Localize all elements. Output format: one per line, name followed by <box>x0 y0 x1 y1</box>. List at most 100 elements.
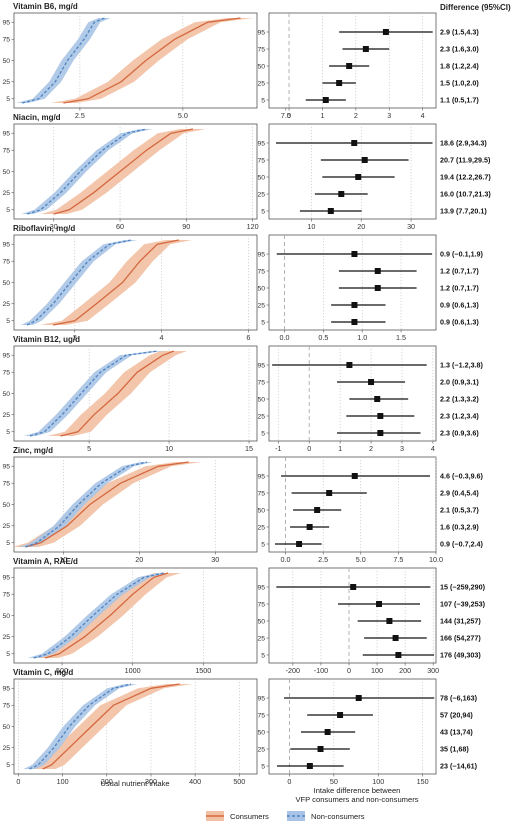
estimate-marker <box>327 208 334 214</box>
right-y-tick-label: 5 <box>261 541 265 548</box>
left-y-tick-label: 5 <box>6 318 10 325</box>
right-x-tick-label: -200 <box>286 666 300 675</box>
difference-label: 1.2 (0.7,1.7) <box>440 284 479 293</box>
left-x-tick-label: 4 <box>160 333 164 342</box>
left-y-tick-label: 50 <box>2 58 10 65</box>
left-x-tick-label: 7.5 <box>281 111 291 120</box>
difference-label: 0.9 (0.6,1.3) <box>440 301 479 310</box>
left-x-tick-label: 10 <box>165 444 173 453</box>
estimate-marker <box>355 174 362 180</box>
difference-label: 2.2 (1.3,3.2) <box>440 395 479 404</box>
left-y-tick-label: 75 <box>2 703 10 710</box>
left-y-tick-label: 95 <box>2 242 10 249</box>
panel-title: Zinc, mg/d <box>13 446 53 455</box>
right-y-tick-label: 25 <box>257 413 265 420</box>
left-y-tick-label: 50 <box>2 391 10 398</box>
consumers-band <box>40 129 206 214</box>
right-x-axis-title-line1: Intake difference between <box>314 786 401 795</box>
estimate-marker <box>382 29 389 35</box>
right-x-tick-label: 0 <box>307 444 311 453</box>
left-x-tick-label: 2 <box>73 333 77 342</box>
left-y-tick-label: 95 <box>2 575 10 582</box>
left-y-tick-label: 50 <box>2 280 10 287</box>
right-y-tick-label: 50 <box>257 507 265 514</box>
right-y-tick-label: 75 <box>257 46 265 53</box>
consumers-line <box>25 461 189 548</box>
left-x-tick-label: 500 <box>233 777 245 786</box>
difference-label: 0.9 (−0.1,1.9) <box>440 250 484 259</box>
difference-label: 2.3 (0.9,3.6) <box>440 429 479 438</box>
consumers-line <box>60 350 175 437</box>
estimate-marker <box>322 97 329 103</box>
right-y-tick-label: 50 <box>257 63 265 70</box>
estimate-marker <box>337 712 344 718</box>
left-x-tick-label: 100 <box>57 777 69 786</box>
estimate-marker <box>395 652 402 658</box>
difference-label: 107 (−39,253) <box>440 600 486 609</box>
right-x-tick-label: 300 <box>427 666 439 675</box>
difference-label: 78 (−6,163) <box>440 694 478 703</box>
difference-label: 2.3 (1.6,3.0) <box>440 45 479 54</box>
left-y-tick-label: 75 <box>2 592 10 599</box>
consumers-line <box>44 572 169 659</box>
estimate-marker <box>346 63 353 69</box>
panel-0: Vitamin B6, mg/d 2.5 5.0 7.5 5 25 50 75 95 0 1 2 3 4 5… <box>2 2 479 120</box>
left-x-tick-label: 60 <box>116 222 124 231</box>
left-x-tick-label: 30 <box>50 222 58 231</box>
estimate-marker <box>351 251 358 257</box>
consumers-line <box>42 683 180 770</box>
left-y-tick-label: 95 <box>2 131 10 138</box>
estimate-marker <box>361 157 368 163</box>
right-panel-frame <box>268 456 437 553</box>
right-y-tick-label: 75 <box>257 601 265 608</box>
nonconsumers-band <box>16 18 111 103</box>
left-x-axis-title: Usual nutrient intake <box>100 779 169 788</box>
left-x-tick-label: 10 <box>59 555 67 564</box>
difference-label: 0.9 (−0.7,2.4) <box>440 540 484 549</box>
estimate-marker <box>377 430 384 436</box>
difference-label: 2.9 (1.5,4.3) <box>440 28 479 37</box>
nonconsumers-line <box>29 350 158 437</box>
estimate-marker <box>374 268 381 274</box>
consumers-line <box>63 17 241 104</box>
right-x-tick-label: -1 <box>275 444 281 453</box>
left-y-tick-label: 5 <box>6 540 10 547</box>
left-y-tick-label: 75 <box>2 481 10 488</box>
right-x-tick-label: 0.0 <box>280 333 290 342</box>
right-panel-frame <box>268 123 437 220</box>
right-panel-frame <box>268 234 437 331</box>
difference-label: 166 (54,277) <box>440 634 481 643</box>
right-x-tick-label: 30 <box>407 222 415 231</box>
left-y-tick-label: 50 <box>2 724 10 731</box>
left-y-tick-label: 25 <box>2 412 10 419</box>
left-y-tick-label: 25 <box>2 190 10 197</box>
left-y-tick-label: 5 <box>6 762 10 769</box>
right-y-tick-label: 5 <box>261 97 265 104</box>
left-y-tick-label: 95 <box>2 464 10 471</box>
difference-label: 2.3 (1.2,3.4) <box>440 412 479 421</box>
panel-3: Vitamin B12, ug/d 5 10 15 5 25 50 75 95 -1 0 1 2 3 4 5 2… <box>2 335 483 453</box>
consumers-band <box>50 18 254 103</box>
estimate-marker <box>362 46 369 52</box>
estimate-marker <box>346 362 353 368</box>
right-y-tick-label: 25 <box>257 191 265 198</box>
estimate-marker <box>306 763 313 769</box>
nonconsumers-line <box>33 572 164 659</box>
left-x-tick-label: 1500 <box>195 666 211 675</box>
nonconsumers-line <box>25 461 148 548</box>
panel-title: Riboflavin, mg/d <box>13 224 75 233</box>
estimate-marker <box>351 140 358 146</box>
left-y-tick-label: 5 <box>6 96 10 103</box>
right-y-tick-label: 5 <box>261 319 265 326</box>
panel-6: Vitamin C, mg/d0 100 200 300 400 500525507595… <box>2 668 477 786</box>
left-y-tick-label: 50 <box>2 613 10 620</box>
right-x-tick-label: 1 <box>338 444 342 453</box>
difference-label: 18.6 (2.9,34.3) <box>440 139 487 148</box>
legend-nonconsumers-label: Non-consumers <box>311 812 365 821</box>
difference-label: 176 (49,303) <box>440 651 481 660</box>
right-x-tick-label: 1 <box>320 111 324 120</box>
difference-label: 4.6 (−0.3,9.6) <box>440 472 484 481</box>
